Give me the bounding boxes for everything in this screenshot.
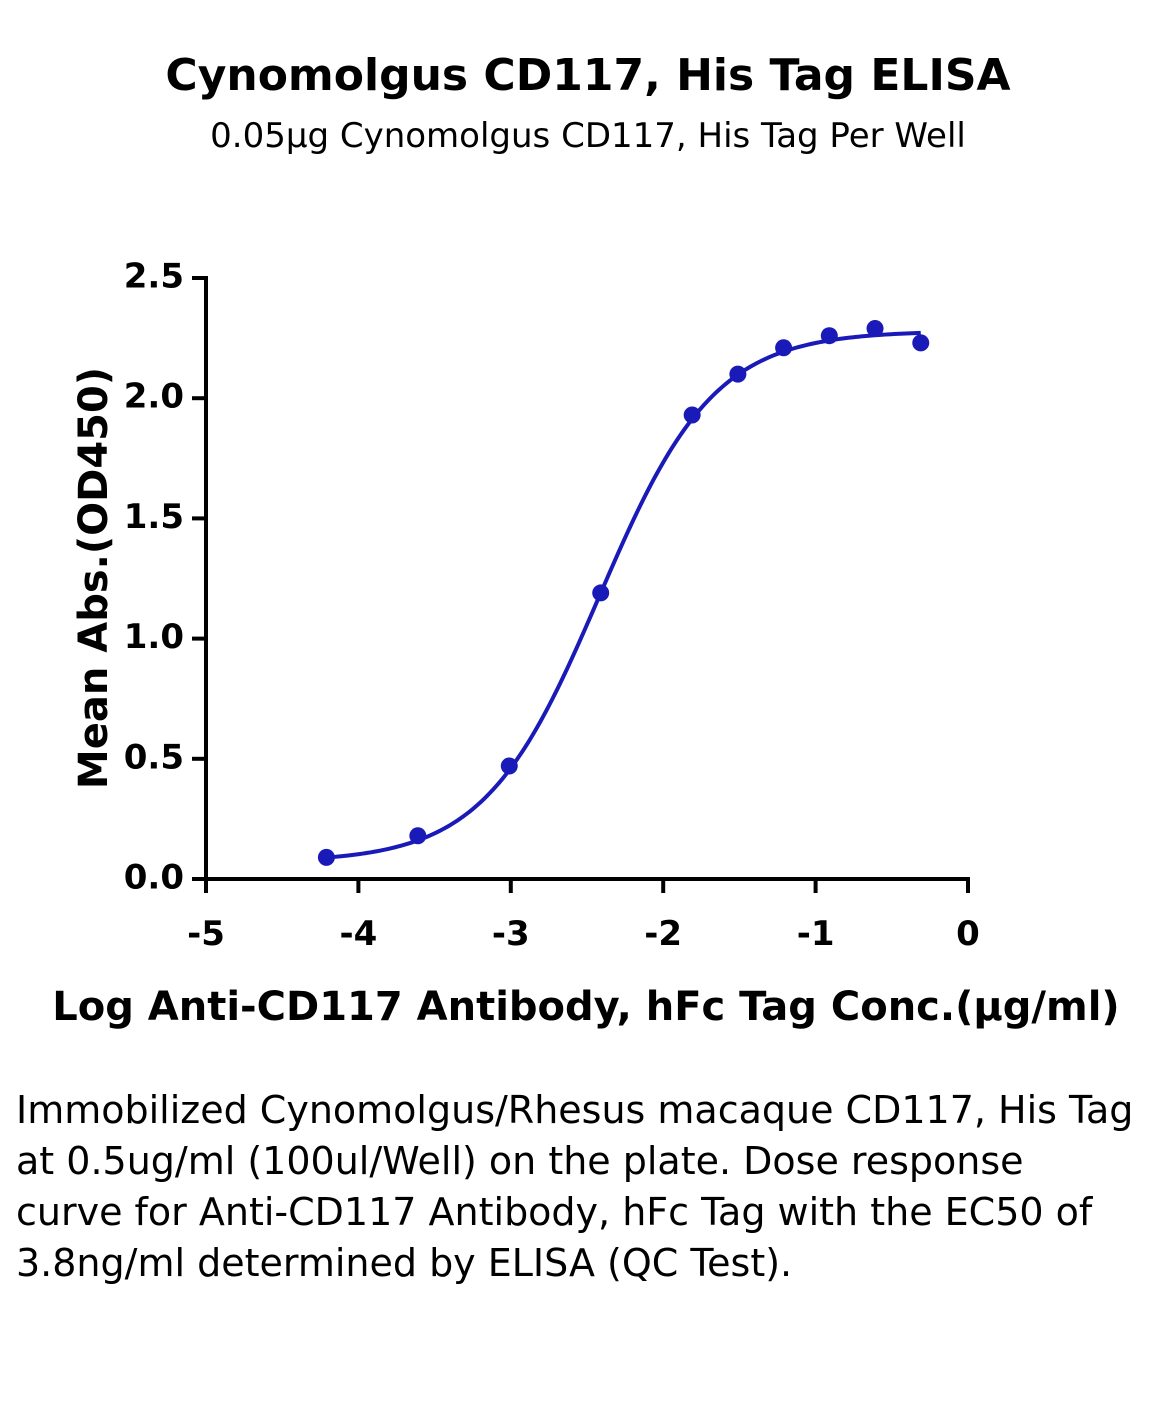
y-ticks: 0.0 0.5 1.0 1.5 2.0 2.5 (124, 257, 206, 898)
chart-subtitle: 0.05µg Cynomolgus CD117, His Tag Per Wel… (210, 116, 966, 156)
fit-curve (326, 330, 921, 860)
figure-caption: Immobilized Cynomolgus/Rhesus macaque CD… (16, 1088, 1134, 1285)
data-point (912, 334, 930, 352)
data-points (317, 319, 930, 866)
x-tick-label: -5 (187, 914, 225, 954)
y-tick-label: 0.0 (124, 858, 184, 898)
data-point (866, 319, 884, 337)
chart-title: Cynomolgus CD117, His Tag ELISA (165, 50, 1011, 101)
y-tick-label: 2.5 (124, 257, 184, 297)
y-tick-label: 1.5 (124, 497, 184, 537)
data-point (775, 339, 793, 357)
y-axis-label: Mean Abs.(OD450) (71, 367, 117, 789)
x-ticks: -5 -4 -3 -2 -1 0 (187, 879, 980, 954)
y-tick-label: 1.0 (124, 617, 184, 657)
data-point (317, 848, 335, 866)
data-point (500, 757, 518, 775)
x-tick-label: -1 (797, 914, 835, 954)
x-tick-label: -4 (340, 914, 378, 954)
data-point (409, 827, 427, 845)
data-point (683, 406, 701, 424)
data-point (729, 365, 747, 383)
elisa-chart: 0.0 0.5 1.0 1.5 2.0 2.5 -5 -4 -3 -2 -1 0 Mean Abs.… (52, 257, 1119, 1031)
y-tick-label: 2.0 (124, 377, 184, 417)
x-axis-label: Log Anti-CD117 Antibody, hFc Tag Conc.(µ… (52, 984, 1119, 1030)
x-tick-label: -3 (492, 914, 530, 954)
x-tick-label: -2 (644, 914, 682, 954)
data-point (820, 327, 838, 345)
data-point (592, 584, 610, 602)
x-tick-label: 0 (956, 914, 980, 954)
y-tick-label: 0.5 (124, 737, 184, 777)
